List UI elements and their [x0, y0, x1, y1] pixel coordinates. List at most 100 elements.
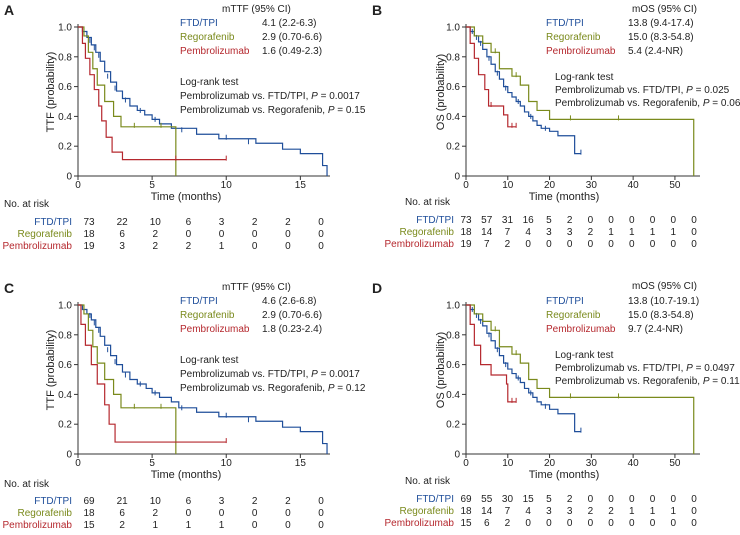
- risk-count: 0: [285, 229, 291, 240]
- risk-count: 0: [691, 215, 697, 226]
- risk-count: 1: [670, 506, 676, 517]
- panel-label: A: [4, 2, 14, 18]
- risk-count: 55: [481, 494, 493, 505]
- risk-count: 0: [629, 239, 635, 250]
- risk-count: 2: [567, 215, 573, 226]
- x-tick-label: 0: [463, 458, 469, 469]
- test-line-1: Pembrolizumab vs. FTD/TPI, P = 0.0017: [180, 369, 360, 380]
- risk-count: 0: [285, 508, 291, 519]
- risk-count: 14: [481, 227, 493, 238]
- risk-count: 4: [525, 506, 531, 517]
- stat-label-pembro: Pembrolizumab: [180, 324, 250, 335]
- risk-count: 0: [691, 506, 697, 517]
- risk-count: 0: [525, 518, 531, 529]
- stat-label-ftd: FTD/TPI: [546, 296, 584, 307]
- risk-count: 1: [629, 506, 635, 517]
- km-curve-pembro: [466, 26, 517, 128]
- y-tick-label: 1.0: [58, 301, 72, 312]
- risk-count: 2: [153, 229, 159, 240]
- risk-label-pembro: Pembrolizumab: [385, 518, 455, 529]
- panel-a: A TTF (probability) Time (months) mTTF (…: [3, 2, 366, 252]
- test-line-1: Pembrolizumab vs. FTD/TPI, P = 0.0017: [180, 91, 360, 102]
- test-line-2: Pembrolizumab vs. Regorafenib, P = 0.11: [555, 376, 740, 387]
- x-axis-label: Time (months): [529, 191, 600, 203]
- km-curve-ftd: [78, 304, 328, 454]
- x-axis-label: Time (months): [529, 469, 600, 481]
- risk-count: 1: [650, 506, 656, 517]
- risk-count: 2: [153, 508, 159, 519]
- risk-title: No. at risk: [405, 476, 451, 487]
- risk-count: 0: [608, 215, 614, 226]
- risk-count: 21: [117, 496, 129, 507]
- risk-label-pembro: Pembrolizumab: [3, 241, 73, 252]
- km-curve-ftd: [78, 26, 328, 176]
- y-axis-label: OS (probability): [435, 54, 447, 130]
- risk-count: 0: [588, 494, 594, 505]
- risk-count: 3: [219, 217, 225, 228]
- risk-label-pembro: Pembrolizumab: [385, 239, 455, 250]
- km-curve-pembro: [466, 304, 517, 403]
- risk-count: 1: [629, 227, 635, 238]
- panel-d: D OS (probability) mOS (95% CI) FTD/TPI …: [372, 280, 740, 529]
- test-line-2: Pembrolizumab vs. Regorafenib, P = 0.067: [555, 98, 740, 109]
- test-title: Log-rank test: [555, 350, 614, 361]
- risk-count: 4: [525, 227, 531, 238]
- risk-count: 15: [523, 494, 535, 505]
- test-title: Log-rank test: [180, 355, 239, 366]
- y-tick-label: 0.2: [446, 142, 460, 153]
- y-tick-label: 1.0: [446, 301, 460, 312]
- risk-label-rego: Regorafenib: [400, 227, 455, 238]
- stat-label-rego: Regorafenib: [546, 32, 601, 43]
- y-tick-label: 0.4: [446, 112, 460, 123]
- x-axis-label: Time (months): [151, 469, 222, 481]
- y-tick-label: 1.0: [446, 23, 460, 34]
- risk-count: 3: [546, 506, 552, 517]
- x-tick-label: 50: [669, 180, 681, 191]
- stat-label-rego: Regorafenib: [180, 310, 235, 321]
- risk-count: 2: [588, 506, 594, 517]
- risk-count: 0: [608, 239, 614, 250]
- x-tick-label: 40: [628, 458, 640, 469]
- x-tick-label: 10: [502, 180, 514, 191]
- stat-header: mTTF (95% CI): [222, 282, 291, 293]
- risk-label-ftd: FTD/TPI: [416, 494, 454, 505]
- risk-count: 18: [460, 506, 472, 517]
- stat-value-pembro: 9.7 (2.4-NR): [628, 324, 683, 335]
- risk-count: 0: [691, 494, 697, 505]
- risk-count: 7: [484, 239, 490, 250]
- x-tick-label: 30: [586, 180, 598, 191]
- stat-value-rego: 2.9 (0.70-6.6): [262, 310, 322, 321]
- stat-label-ftd: FTD/TPI: [180, 18, 218, 29]
- risk-count: 7: [505, 227, 511, 238]
- risk-count: 10: [150, 496, 162, 507]
- risk-count: 0: [318, 520, 324, 531]
- risk-count: 0: [650, 494, 656, 505]
- risk-count: 2: [588, 227, 594, 238]
- risk-count: 30: [502, 494, 514, 505]
- panel-b: B OS (probability) mOS (95% CI) FTD/TPI …: [372, 2, 740, 250]
- risk-count: 2: [608, 506, 614, 517]
- risk-count: 15: [460, 518, 472, 529]
- panel-label: B: [372, 2, 382, 18]
- risk-count: 3: [567, 506, 573, 517]
- risk-count: 0: [252, 508, 258, 519]
- y-tick-label: 0.4: [446, 390, 460, 401]
- risk-count: 0: [588, 215, 594, 226]
- stat-value-rego: 15.0 (8.3-54.8): [628, 310, 694, 321]
- x-tick-label: 50: [669, 458, 681, 469]
- panel-label: C: [4, 280, 14, 296]
- risk-count: 73: [83, 217, 95, 228]
- risk-count: 0: [252, 229, 258, 240]
- y-tick-label: 0.8: [446, 52, 460, 63]
- x-tick-label: 5: [149, 458, 155, 469]
- stat-value-rego: 2.9 (0.70-6.6): [262, 32, 322, 43]
- risk-count: 0: [670, 239, 676, 250]
- risk-count: 69: [460, 494, 472, 505]
- risk-count: 1: [650, 227, 656, 238]
- y-axis-label: TTF (probability): [45, 330, 57, 411]
- risk-count: 1: [219, 520, 225, 531]
- risk-title: No. at risk: [405, 197, 451, 208]
